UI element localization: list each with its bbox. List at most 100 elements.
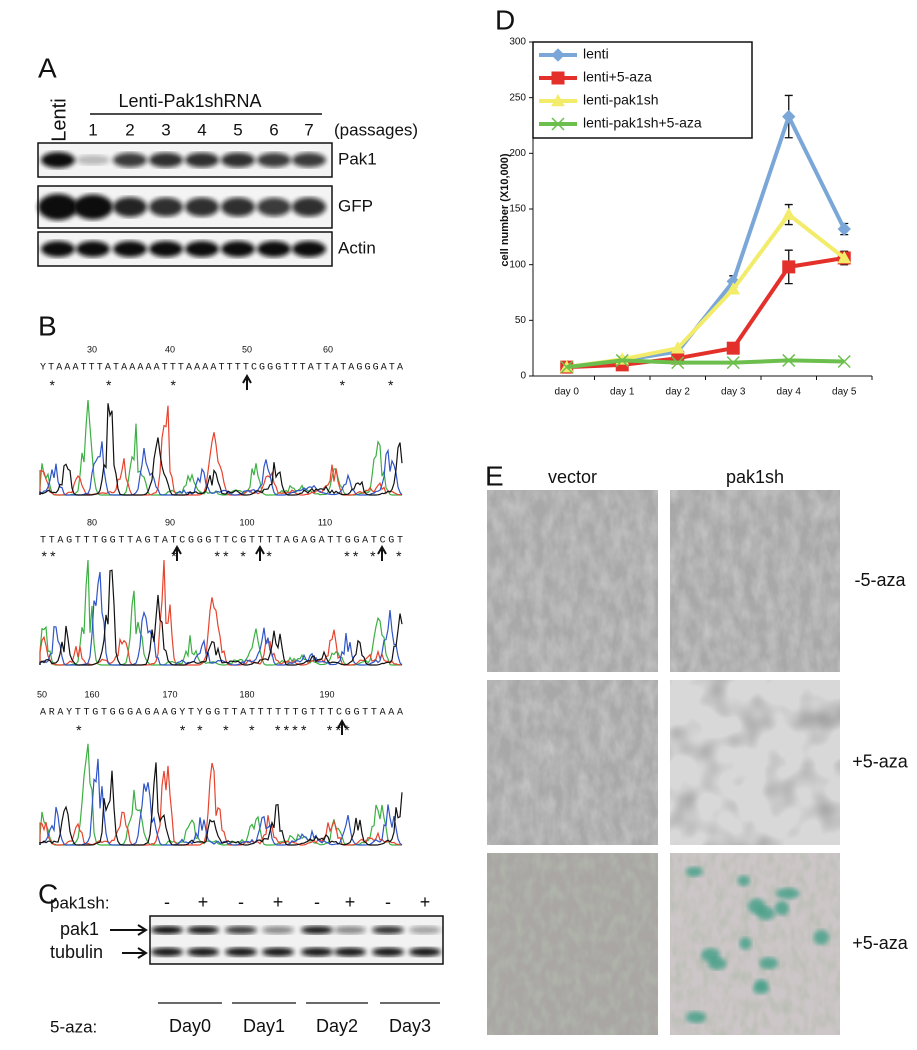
lane-sign: + (345, 892, 356, 912)
ruler-number: 40 (165, 344, 175, 354)
arrow (255, 544, 265, 561)
chromatogram-trace (39, 762, 403, 846)
group-title: 5-aza: (50, 1017, 97, 1036)
column-label: pak1sh (726, 467, 784, 487)
panel-letter: C (38, 878, 58, 909)
band (301, 947, 333, 957)
band-label: tubulin (50, 942, 103, 962)
legend-label: lenti+5-aza (583, 69, 652, 85)
stained-cell (813, 929, 830, 945)
band (113, 152, 147, 168)
band (257, 197, 291, 217)
marker (551, 48, 565, 62)
marker (671, 356, 685, 370)
stained-cell (739, 937, 752, 950)
chromatogram-trace (39, 399, 402, 496)
stained-cell (685, 866, 703, 877)
panel-letter: D (495, 4, 515, 35)
stained-cell (752, 983, 770, 995)
y-tick-label: 300 (509, 37, 526, 48)
ruler-number: 50 (242, 344, 252, 354)
group-label: Day2 (316, 1016, 358, 1036)
lane-label: 1 (88, 120, 97, 139)
ruler-number: 30 (87, 344, 97, 354)
band (185, 197, 219, 217)
marker (726, 282, 741, 295)
band-label: GFP (338, 196, 373, 215)
row-label: pak1sh: (50, 893, 110, 912)
stained-cell (685, 1011, 707, 1024)
methylation-marks: * * * * * **** *** (40, 725, 403, 741)
marker (726, 341, 740, 355)
ruler-number: 160 (84, 689, 99, 699)
arrow (122, 947, 148, 959)
band (409, 947, 441, 957)
legend-label: lenti-pak1sh (583, 92, 659, 108)
x-tick-label: day 4 (777, 387, 802, 398)
x-tick-label: day 0 (555, 387, 580, 398)
content: A Lenti Lenti-Pak1shRNA 1 2 3 4 5 6 7 (passages) Pa… (37, 4, 909, 1036)
band (372, 947, 404, 957)
arrow (110, 924, 148, 936)
chromatogram-trace (39, 559, 402, 666)
micrograph-texture (670, 490, 840, 672)
chromatogram-trace (39, 762, 403, 846)
x-tick-label: day 5 (832, 387, 857, 398)
marker (551, 71, 565, 85)
arrow (337, 718, 347, 735)
marker (560, 360, 574, 374)
y-tick-label: 0 (520, 371, 526, 382)
marker (781, 207, 796, 220)
chromatogram-trace (39, 758, 403, 846)
band (149, 197, 183, 217)
band (76, 155, 110, 165)
lane-sign: + (198, 892, 209, 912)
group-label: Lenti-Pak1shRNA (118, 91, 261, 111)
lane-label: 6 (269, 120, 278, 139)
band (334, 926, 366, 934)
arrow (242, 373, 252, 390)
micrograph-texture (670, 853, 840, 1035)
band (225, 926, 257, 934)
methylation-marks: ** * ** * * ** * * (40, 551, 403, 567)
band (221, 152, 255, 168)
lane-label: 7 (304, 120, 313, 139)
marker (551, 93, 565, 107)
lane-sign: - (385, 892, 391, 912)
row-label: +5-aza (852, 751, 909, 771)
marker (782, 260, 796, 274)
stained-cell (707, 957, 727, 970)
arrow (377, 544, 387, 561)
arrow (172, 544, 182, 561)
stained-cell (776, 887, 800, 900)
band (151, 947, 183, 957)
y-tick-label: 100 (509, 259, 526, 270)
stained-cell (759, 957, 779, 970)
band (225, 947, 257, 957)
marker (782, 353, 796, 367)
marker (782, 109, 796, 124)
ruler-number: 170 (162, 689, 177, 699)
band (334, 947, 366, 957)
band (221, 241, 255, 257)
series-line (566, 114, 847, 370)
band (73, 194, 113, 220)
ruler-number: 100 (239, 517, 254, 527)
band (262, 947, 294, 957)
marker (551, 117, 565, 131)
stained-cell (774, 901, 790, 916)
stained-cell (756, 906, 775, 921)
panel-letter: B (38, 310, 57, 341)
band (257, 241, 291, 257)
band (38, 193, 78, 221)
micrograph-texture (487, 680, 658, 845)
sequence: ARAYTTGTGGGAGAAGYTYGGTTATTTTTTGTTTCGGTTA… (40, 708, 403, 719)
ruler-number: 60 (323, 344, 333, 354)
band (185, 152, 219, 168)
band (113, 197, 147, 217)
band (187, 926, 219, 934)
y-tick-label: 150 (509, 204, 526, 215)
series-line (566, 212, 846, 370)
sequence: YTAAATTTATAAAAATTTAAAATTTTCGGGTTTATTATAG… (40, 363, 403, 374)
